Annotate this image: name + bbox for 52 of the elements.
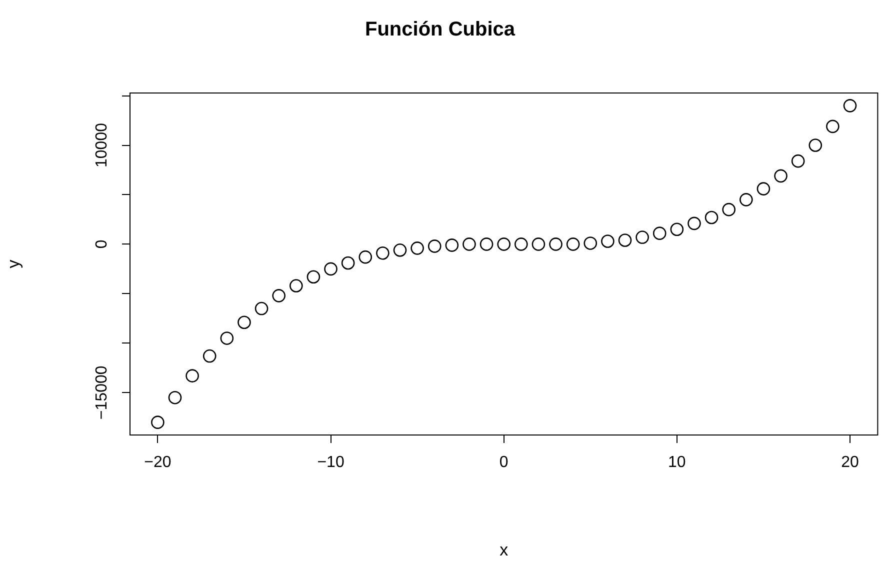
point [272, 289, 286, 302]
point [220, 332, 234, 345]
point [462, 238, 476, 251]
point [688, 216, 701, 230]
x-axis-title: x [500, 540, 509, 560]
point [202, 349, 216, 363]
point [756, 182, 770, 196]
point [341, 256, 355, 270]
point [670, 222, 684, 236]
point [826, 120, 840, 134]
point [238, 316, 251, 330]
point [532, 238, 546, 251]
chart-title: Función Cubica [365, 18, 516, 41]
point [324, 262, 338, 276]
point [584, 236, 598, 250]
x-tick-label: −10 [317, 454, 344, 472]
point [808, 138, 822, 152]
x-tick-label: 0 [499, 454, 508, 472]
point [445, 238, 459, 252]
y-tick-label: 10000 [93, 122, 110, 168]
point [618, 234, 632, 247]
point [774, 169, 788, 183]
y-tick-label: 0 [93, 240, 110, 249]
point [636, 230, 649, 244]
point [428, 240, 442, 253]
y-tick-label: −15000 [93, 366, 110, 420]
point [601, 234, 614, 248]
x-tick-label: 10 [668, 454, 686, 472]
point [514, 238, 528, 251]
point [151, 416, 164, 429]
point [290, 279, 303, 292]
x-tick-label: 20 [841, 454, 860, 472]
point [704, 210, 718, 224]
x-tick-label: −20 [144, 454, 172, 472]
point [254, 302, 268, 316]
point [376, 246, 390, 260]
point [393, 243, 407, 257]
point [306, 270, 320, 284]
point [480, 238, 494, 251]
point [358, 250, 372, 264]
point [410, 242, 424, 255]
y-axis-title: y [4, 259, 23, 268]
point [791, 154, 805, 168]
point [168, 390, 182, 404]
point [549, 238, 562, 251]
point [843, 99, 857, 112]
point [652, 226, 666, 240]
point [186, 369, 199, 382]
point [497, 238, 510, 251]
point [722, 202, 736, 216]
point [566, 238, 580, 251]
point [740, 193, 753, 206]
